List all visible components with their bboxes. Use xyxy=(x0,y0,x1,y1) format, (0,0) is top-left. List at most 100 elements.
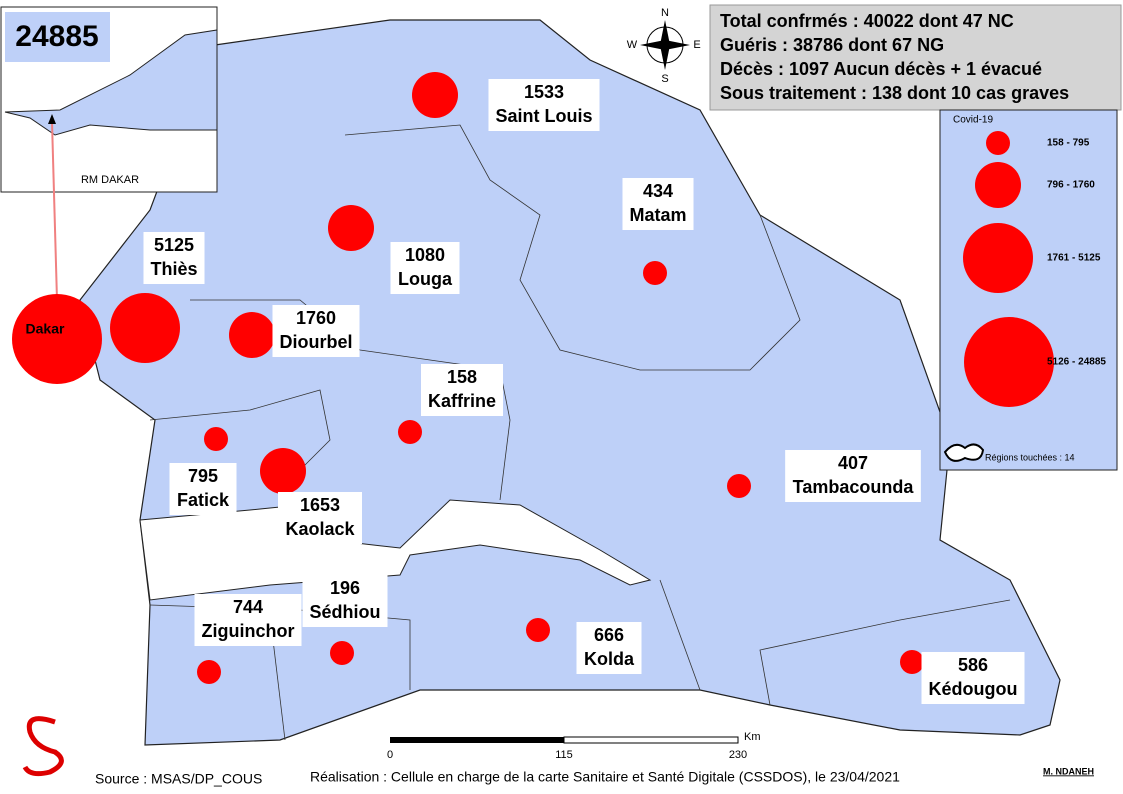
region-value: 666 xyxy=(594,625,624,645)
region-name: Diourbel xyxy=(279,332,352,352)
compass-star xyxy=(640,40,690,50)
scale: 0 115 230 xyxy=(387,749,747,761)
region-name: Kédougou xyxy=(929,679,1018,699)
label-box xyxy=(785,450,921,502)
region-name: Matam xyxy=(629,205,686,225)
regions: Dakar 5125 Thiès 1760 Diourbel 1533 Saint Loui… xyxy=(12,72,1025,704)
inset-label: RM DAKAR xyxy=(81,174,139,186)
region-name: Tambacounda xyxy=(793,477,915,497)
label-box xyxy=(272,305,360,357)
region-label: 586 Kédougou xyxy=(921,652,1025,704)
case-bubble xyxy=(330,641,354,665)
legend-symbol xyxy=(963,223,1033,293)
label-box xyxy=(420,364,504,416)
legend-label: 158 - 795 xyxy=(1047,138,1090,149)
case-bubble xyxy=(900,650,924,674)
region-name: Kaffrine xyxy=(428,391,496,411)
region-name: Kaolack xyxy=(285,519,355,539)
legend-items: 158 - 795 796 - 1760 1761 - 5125 5126 - 248… xyxy=(963,131,1106,407)
case-bubble xyxy=(110,293,180,363)
legend-symbol xyxy=(964,317,1054,407)
region-value: 1653 xyxy=(300,495,340,515)
region-label: 196 Sédhiou xyxy=(302,575,388,627)
legend-symbol xyxy=(975,162,1021,208)
region-value: 1080 xyxy=(405,245,445,265)
legend-label: 1761 - 5125 xyxy=(1047,253,1101,264)
scale-bar xyxy=(563,736,739,744)
case-bubble xyxy=(328,205,374,251)
legend-note: Régions touchées : 14 xyxy=(985,452,1075,462)
case-bubble xyxy=(412,72,458,118)
case-bubble xyxy=(197,660,221,684)
region-value: 434 xyxy=(643,181,673,201)
legend-title: Covid-19 xyxy=(953,115,993,126)
region-value: 586 xyxy=(958,655,988,675)
footer-credit: Réalisation : Cellule en charge de la ca… xyxy=(310,769,900,785)
compass: N E S W xyxy=(627,7,701,85)
label-box xyxy=(921,652,1025,704)
border xyxy=(190,299,511,501)
footer-source: Source : MSAS/DP_COUS xyxy=(95,771,262,787)
region-value: 744 xyxy=(233,597,263,617)
label-box xyxy=(390,242,460,294)
compass-w: W xyxy=(627,39,638,51)
summary-line: Décès : 1097 Aucun décès + 1 évacué xyxy=(720,59,1042,79)
inset-land xyxy=(4,29,218,136)
legend-label: 5126 - 24885 xyxy=(1047,357,1106,368)
region-value: 795 xyxy=(188,466,218,486)
case-bubble xyxy=(643,261,667,285)
region-name: Thiès xyxy=(150,259,197,279)
case-bubble xyxy=(526,618,550,642)
case-bubble xyxy=(229,312,275,358)
label-box xyxy=(194,594,302,646)
inset-value-box xyxy=(5,12,110,62)
summary-box xyxy=(709,4,1122,111)
legend xyxy=(939,109,1118,471)
compass-n: N xyxy=(661,7,669,19)
inset-value: 24885 xyxy=(15,20,98,53)
region-label: 795 Fatick xyxy=(169,463,237,515)
label-box xyxy=(277,492,363,544)
border xyxy=(759,599,1011,706)
footer-author: M. NDANEH xyxy=(1043,766,1094,776)
summary-line: Guéris : 38786 dont 67 NG xyxy=(720,35,944,55)
scale-label: 0 xyxy=(387,749,393,761)
border xyxy=(149,389,331,471)
legend-symbol xyxy=(986,131,1010,155)
region-label: 434 Matam xyxy=(622,178,694,230)
region-name: Ziguinchor xyxy=(202,621,295,641)
summary-line: Sous traitement : 138 dont 10 cas graves xyxy=(720,83,1069,103)
region-label: 5125 Thiès xyxy=(143,232,205,284)
case-bubble xyxy=(12,294,102,384)
region-value: 407 xyxy=(838,453,868,473)
region-value: 158 xyxy=(447,367,477,387)
legend-label: 796 - 1760 xyxy=(1047,180,1095,191)
region-name: Sédhiou xyxy=(310,602,381,622)
region-label: 1080 Louga xyxy=(390,242,460,294)
case-bubble xyxy=(260,448,306,494)
region-name: Fatick xyxy=(177,490,230,510)
label-box xyxy=(488,79,600,131)
region-value: 1760 xyxy=(296,308,336,328)
region-name: Louga xyxy=(398,269,453,289)
legend-region-icon xyxy=(943,443,985,462)
region-name: Kolda xyxy=(584,649,635,669)
compass-s: S xyxy=(661,73,668,85)
region-label: 1533 Saint Louis xyxy=(488,79,600,131)
region-label: 744 Ziguinchor xyxy=(194,594,302,646)
compass-e: E xyxy=(693,39,700,51)
label-box xyxy=(302,575,388,627)
inset-arrow xyxy=(51,121,58,301)
logo xyxy=(22,716,64,777)
region-value: 5125 xyxy=(154,235,194,255)
region-label: 1760 Diourbel xyxy=(272,305,360,357)
summary-line: Total confrmés : 40022 dont 47 NC xyxy=(720,11,1014,31)
region-label: 666 Kolda xyxy=(576,622,642,674)
scale-unit: Km xyxy=(744,731,761,743)
arrow-head xyxy=(48,114,56,124)
scale-label: 115 xyxy=(555,749,573,761)
region-name: Saint Louis xyxy=(495,106,592,126)
region-label: 158 Kaffrine xyxy=(420,364,504,416)
